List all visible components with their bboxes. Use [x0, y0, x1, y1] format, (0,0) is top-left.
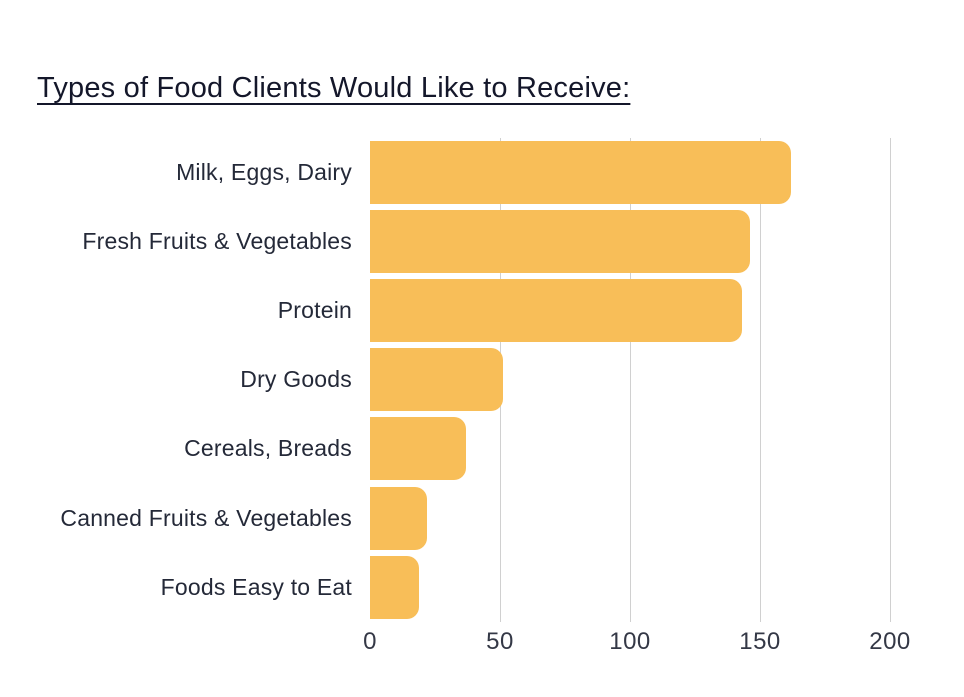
bar-row [370, 555, 948, 619]
chart-title: Types of Food Clients Would Like to Rece… [37, 72, 631, 104]
category-label: Fresh Fruits & Vegetables [82, 227, 352, 254]
category-label: Canned Fruits & Vegetables [60, 504, 352, 531]
x-tick-label: 150 [739, 628, 781, 655]
gridline-150 [760, 138, 761, 622]
gridline-100 [630, 138, 631, 622]
x-axis: 0 50 100 150 200 [363, 628, 948, 660]
bar-row [370, 417, 948, 481]
x-tick-label: 50 [486, 628, 514, 655]
bar [370, 417, 467, 481]
plot-area [370, 138, 948, 622]
bar [370, 209, 750, 273]
category-label: Protein [277, 296, 352, 323]
x-tick-label: 200 [869, 628, 911, 655]
gridline-200 [890, 138, 891, 622]
bar [370, 348, 503, 412]
category-label: Dry Goods [240, 366, 352, 393]
category-label: Milk, Eggs, Dairy [176, 158, 352, 185]
bar-row [370, 348, 948, 412]
category-label: Foods Easy to Eat [160, 573, 352, 600]
bar [370, 555, 420, 619]
bar-row [370, 278, 948, 342]
bar [370, 140, 792, 204]
category-axis: Milk, Eggs, Dairy Fresh Fruits & Vegetabl… [36, 138, 352, 622]
bar-row [370, 209, 948, 273]
category-label: Cereals, Breads [184, 435, 352, 462]
x-tick-label: 0 [363, 628, 377, 655]
bar [370, 278, 742, 342]
bar [370, 486, 428, 550]
bar-row [370, 486, 948, 550]
x-tick-label: 100 [609, 628, 651, 655]
bar-row [370, 140, 948, 204]
